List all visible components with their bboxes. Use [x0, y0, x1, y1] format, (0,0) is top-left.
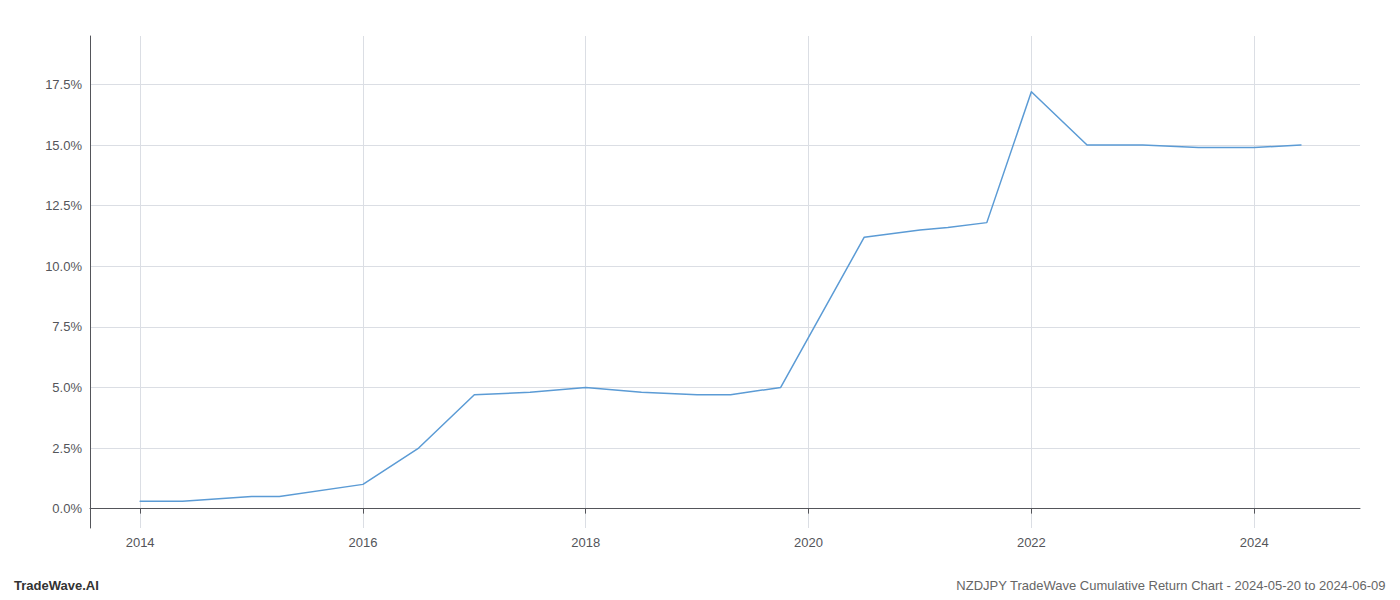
svg-text:7.5%: 7.5% — [52, 319, 82, 334]
svg-text:17.5%: 17.5% — [45, 77, 82, 92]
svg-text:12.5%: 12.5% — [45, 198, 82, 213]
svg-text:2022: 2022 — [1017, 535, 1046, 550]
svg-text:2.5%: 2.5% — [52, 441, 82, 456]
svg-text:NZDJPY TradeWave Cumulative Re: NZDJPY TradeWave Cumulative Return Chart… — [956, 578, 1385, 593]
svg-text:5.0%: 5.0% — [52, 380, 82, 395]
svg-text:10.0%: 10.0% — [45, 259, 82, 274]
svg-text:2018: 2018 — [571, 535, 600, 550]
svg-text:TradeWave.AI: TradeWave.AI — [14, 578, 99, 593]
svg-text:2016: 2016 — [348, 535, 377, 550]
svg-text:2014: 2014 — [126, 535, 155, 550]
svg-text:0.0%: 0.0% — [52, 501, 82, 516]
svg-text:2020: 2020 — [794, 535, 823, 550]
svg-text:15.0%: 15.0% — [45, 138, 82, 153]
svg-text:2024: 2024 — [1240, 535, 1269, 550]
